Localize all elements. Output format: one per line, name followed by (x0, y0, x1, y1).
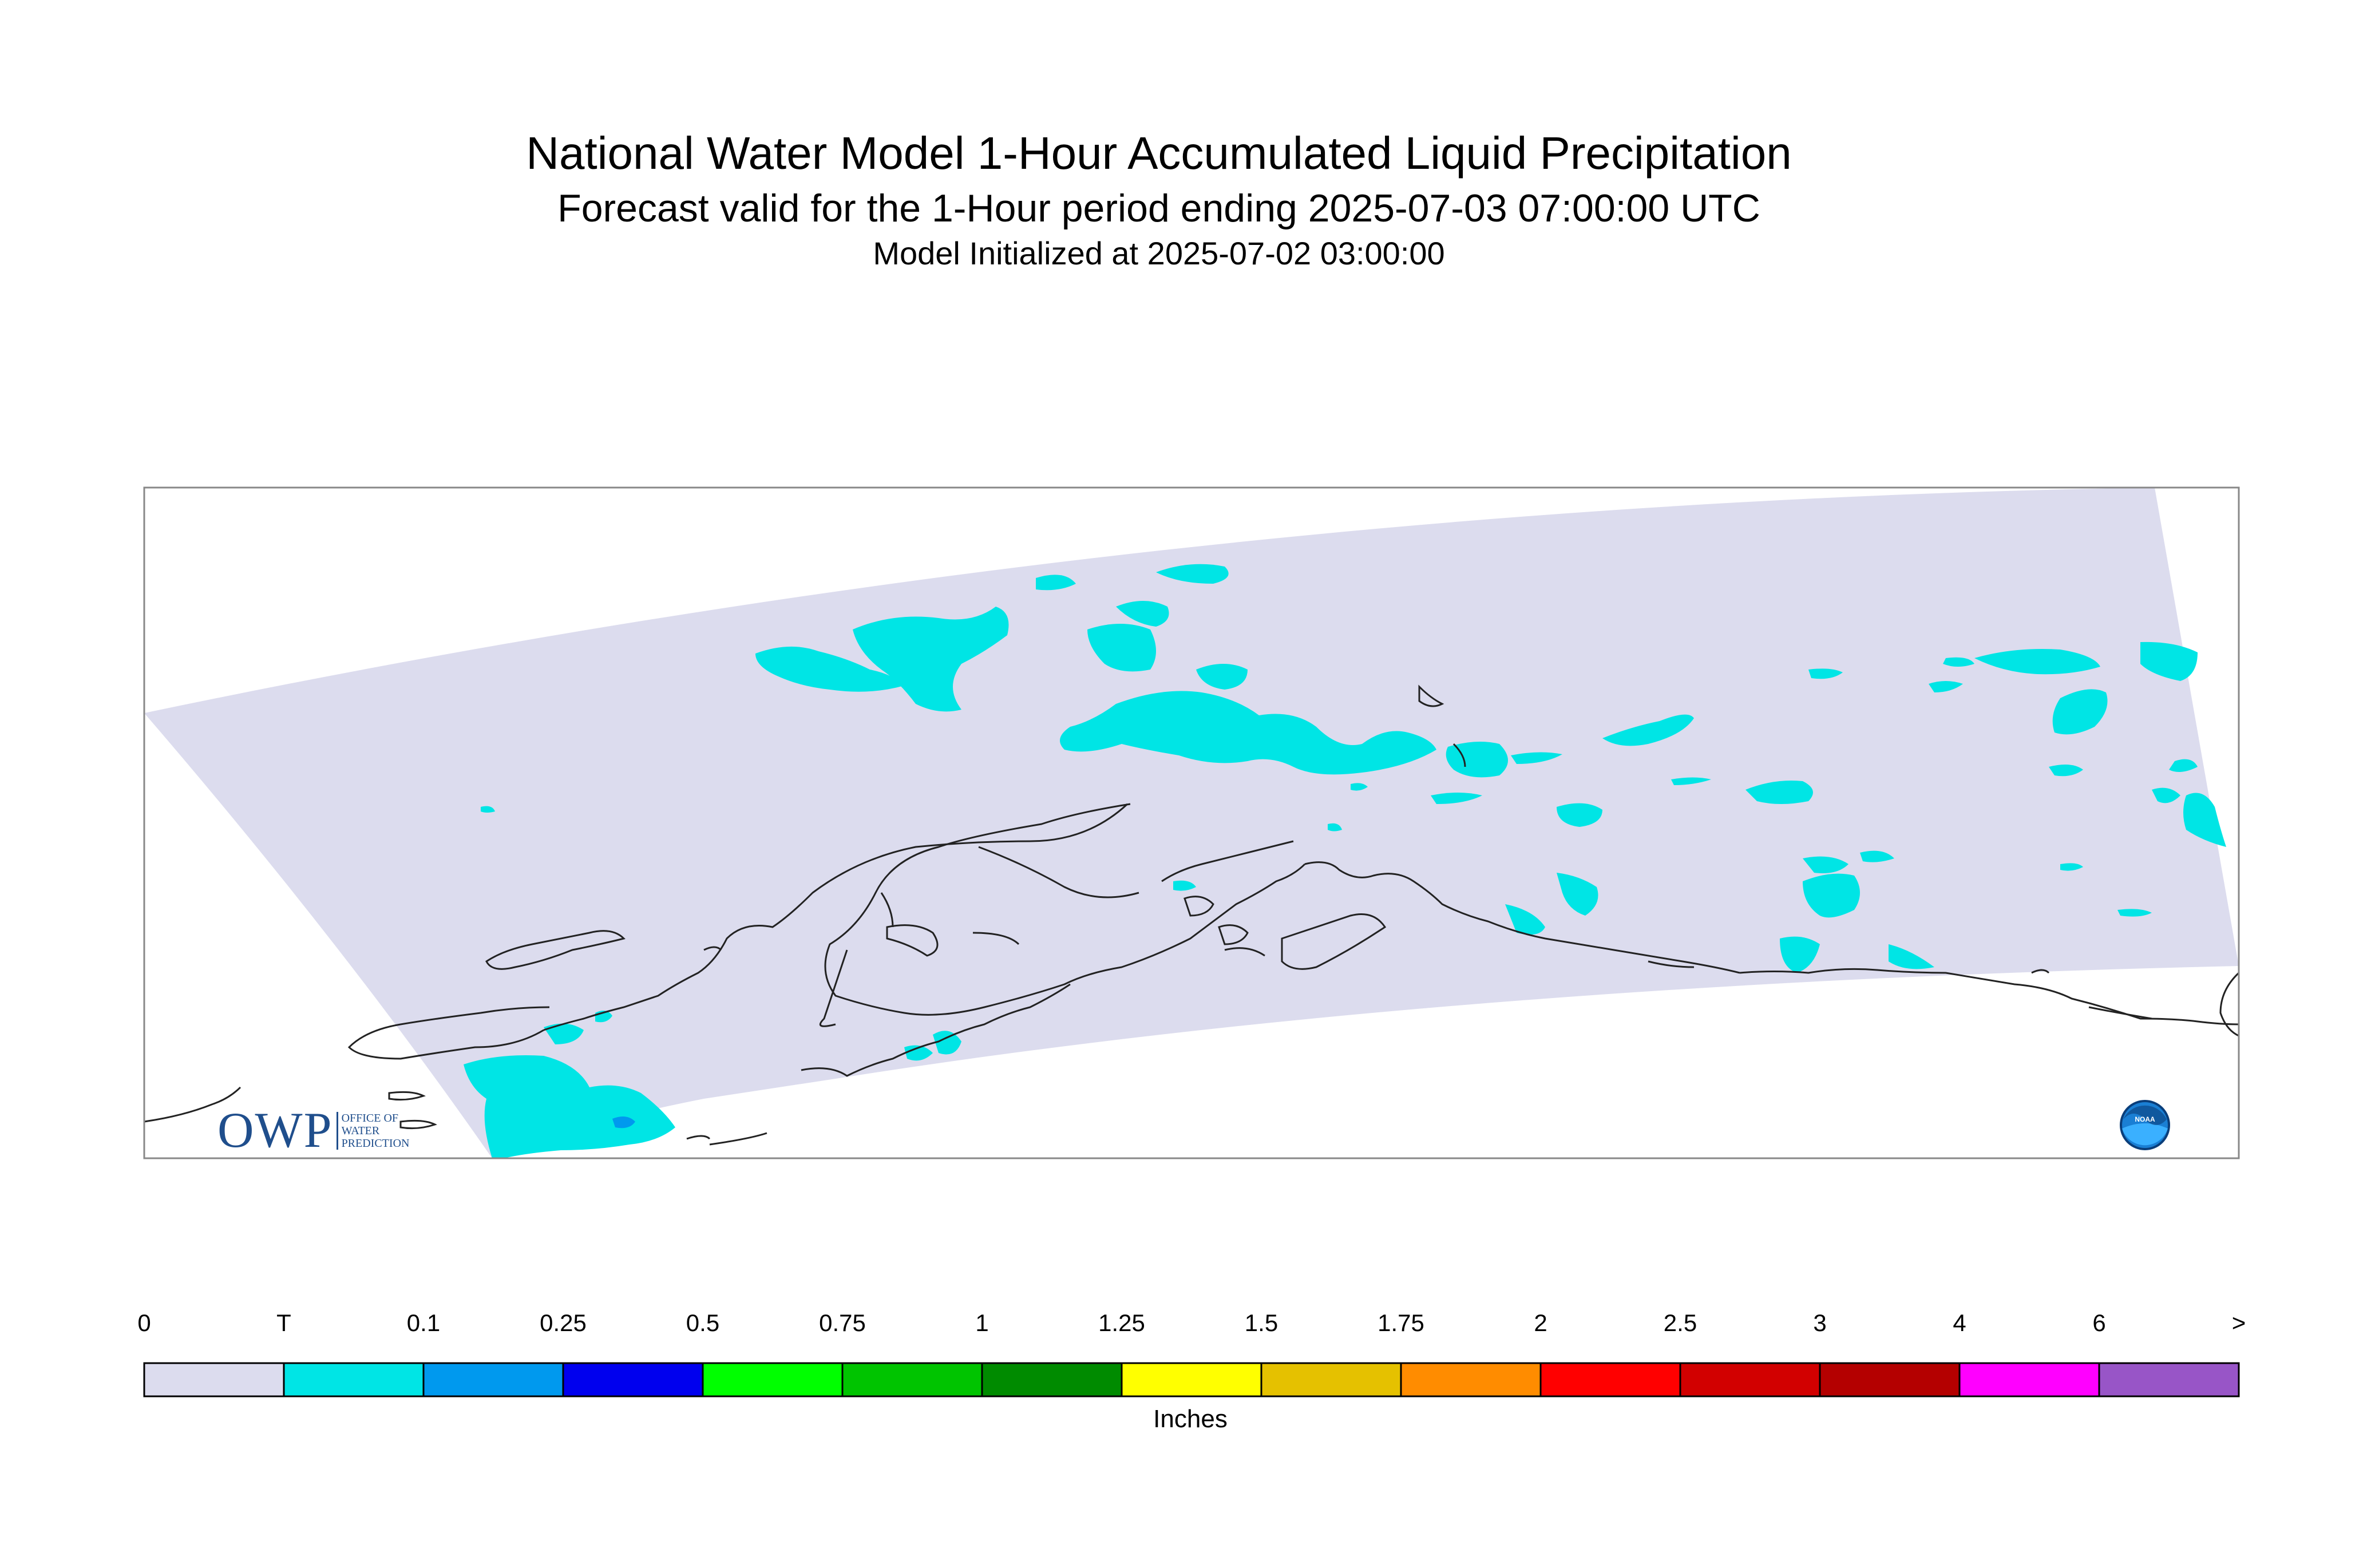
legend-swatch (2098, 1362, 2240, 1397)
legend-tick-label: 1 (975, 1309, 989, 1336)
legend-units-label: Inches (1153, 1405, 1228, 1433)
legend-swatch (1400, 1362, 1542, 1397)
legend-swatch (1539, 1362, 1681, 1397)
light-precipitation-areas (612, 1116, 635, 1129)
model-domain-region (144, 488, 2239, 1158)
owp-logo-caption: OFFICE OF WATER PREDICTION (336, 1111, 410, 1150)
legend-tick-label: 6 (2092, 1309, 2106, 1336)
legend-tick-label: 2.5 (1663, 1309, 1697, 1336)
noaa-logo-text: NOAA (2135, 1115, 2155, 1123)
map-title: National Water Model 1-Hour Accumulated … (526, 128, 1792, 179)
owp-logo-line1: OFFICE OF (341, 1111, 399, 1124)
model-init-subtitle: Model Initialized at 2025-07-02 03:00:00 (873, 235, 1445, 271)
legend-tick-label: T (276, 1309, 291, 1336)
legend-swatch (1121, 1362, 1262, 1397)
map-frame (143, 486, 2240, 1159)
legend-tick-label: 0.1 (406, 1309, 441, 1336)
coastline (144, 684, 2239, 1146)
owp-logo-letters: OWP (217, 1103, 333, 1158)
legend-tick-label: 1.75 (1378, 1309, 1424, 1336)
legend-tick-label: 0.5 (686, 1309, 720, 1336)
legend-tick-label: 0.75 (819, 1309, 866, 1336)
legend-tick-label: 1.25 (1098, 1309, 1145, 1336)
legend-swatch (1260, 1362, 1402, 1397)
legend-swatch (422, 1362, 564, 1397)
legend-tick-label: > (2231, 1309, 2246, 1336)
trace-precipitation-areas (464, 564, 2226, 1158)
legend-swatch (702, 1362, 844, 1397)
legend-tick-label: 0.25 (540, 1309, 587, 1336)
legend-tick-label: 2 (1534, 1309, 1547, 1336)
owp-logo-line2: WATER (341, 1124, 380, 1137)
legend-swatch (841, 1362, 983, 1397)
legend-swatch (283, 1362, 425, 1397)
legend-swatch (981, 1362, 1123, 1397)
precipitation-color-legend (143, 1362, 2240, 1397)
legend-swatch (1679, 1362, 1821, 1397)
legend-tick-label: 4 (1953, 1309, 1966, 1336)
owp-logo-line3: PREDICTION (341, 1137, 410, 1150)
legend-swatch (1958, 1362, 2100, 1397)
legend-tick-label: 1.5 (1244, 1309, 1278, 1336)
legend-tick-label: 0 (137, 1309, 151, 1336)
forecast-valid-subtitle: Forecast valid for the 1-Hour period end… (557, 187, 1760, 230)
legend-swatch (562, 1362, 704, 1397)
owp-logo: OWP OFFICE OF WATER PREDICTION (217, 1102, 409, 1159)
legend-tick-label: 3 (1813, 1309, 1827, 1336)
legend-swatch (143, 1362, 285, 1397)
legend-swatch (1819, 1362, 1961, 1397)
noaa-logo: NOAA (2120, 1100, 2170, 1150)
